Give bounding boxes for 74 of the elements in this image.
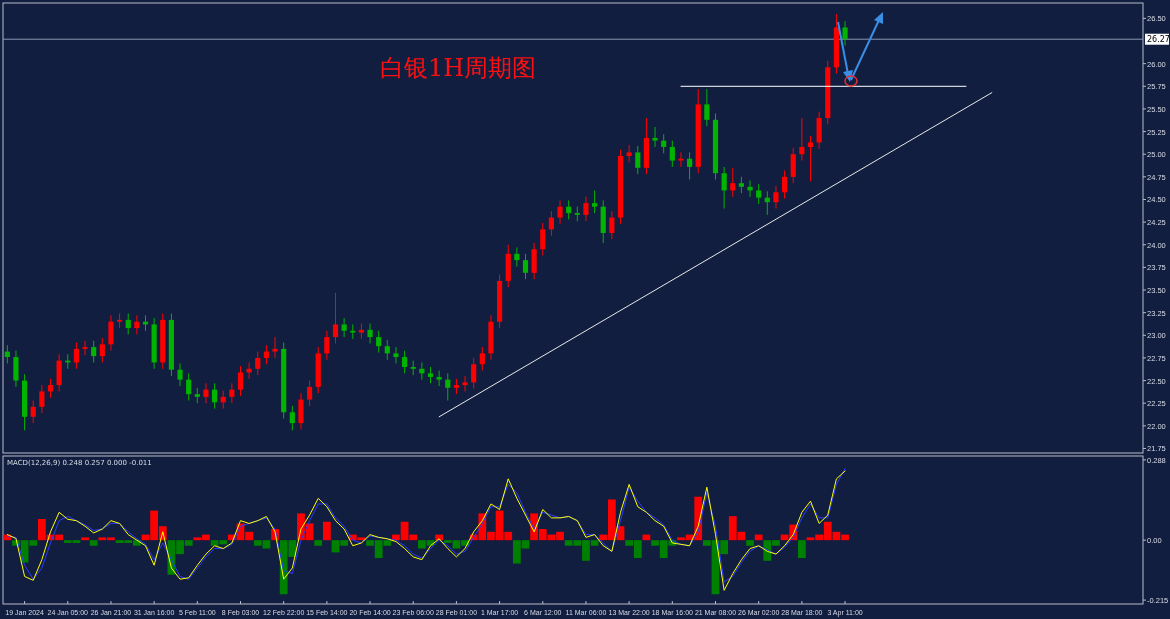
candlestick	[91, 340, 97, 363]
candlestick	[635, 145, 641, 175]
candlestick	[237, 365, 244, 397]
candlestick	[721, 166, 727, 210]
candlestick	[263, 344, 269, 365]
candlestick	[514, 246, 520, 267]
candlestick	[324, 330, 330, 361]
candlestick	[307, 380, 313, 407]
candlestick	[99, 337, 105, 363]
candlestick	[842, 20, 848, 47]
candlestick	[773, 185, 779, 210]
bar	[89, 540, 98, 546]
candlestick	[134, 314, 140, 335]
bar	[746, 540, 754, 546]
bar	[322, 521, 331, 541]
candlestick	[678, 151, 684, 168]
candlestick	[747, 179, 753, 198]
bar	[81, 537, 89, 541]
candlestick	[557, 199, 563, 225]
candlestick	[756, 183, 762, 205]
candlestick	[212, 382, 218, 410]
candlestick	[592, 189, 598, 214]
candlestick	[367, 323, 373, 344]
candlestick	[566, 199, 572, 220]
candlestick	[402, 350, 408, 374]
candlestick	[82, 340, 88, 356]
candlestick	[661, 133, 667, 154]
candlestick	[436, 370, 442, 387]
candlestick	[583, 196, 589, 222]
ref-line-label: 26.27	[1147, 35, 1170, 45]
candlestick	[730, 167, 736, 198]
candlestick	[540, 222, 546, 257]
bar	[754, 534, 763, 541]
bar	[797, 540, 806, 559]
candlestick	[479, 346, 485, 372]
candlestick	[39, 384, 45, 414]
candlestick	[548, 210, 554, 237]
candlestick	[393, 346, 399, 364]
candlestick	[652, 126, 658, 148]
candlestick	[47, 378, 54, 399]
candlestick	[445, 372, 451, 401]
candlestick	[108, 314, 114, 352]
candlestick	[298, 392, 304, 430]
candlestick	[522, 253, 529, 280]
candlestick	[687, 151, 693, 181]
candlestick	[471, 357, 477, 390]
candlestick	[462, 375, 468, 392]
candlestick	[229, 382, 235, 404]
candlestick	[203, 382, 209, 404]
candlestick	[807, 135, 814, 182]
candlestick	[13, 350, 19, 388]
candlestick	[609, 210, 615, 240]
candlestick	[376, 330, 382, 353]
candlestick	[350, 323, 356, 340]
candlestick	[255, 351, 261, 376]
candlestick	[186, 372, 192, 401]
candlestick	[669, 140, 675, 168]
candlestick	[30, 399, 36, 424]
candlestick	[790, 147, 796, 184]
candlestick	[626, 144, 632, 163]
bar	[314, 540, 323, 546]
candlestick	[125, 313, 131, 335]
candlestick	[73, 342, 79, 370]
candlestick	[531, 242, 537, 280]
text: 白银1H周期图	[380, 54, 537, 82]
candlestick	[177, 362, 183, 387]
candlestick	[799, 117, 805, 162]
candlestick	[782, 170, 788, 200]
candlestick	[704, 88, 710, 127]
candlestick	[289, 405, 295, 431]
candlestick	[384, 339, 390, 361]
candlestick	[272, 336, 278, 359]
candlestick	[332, 292, 339, 344]
candlestick	[341, 317, 347, 338]
